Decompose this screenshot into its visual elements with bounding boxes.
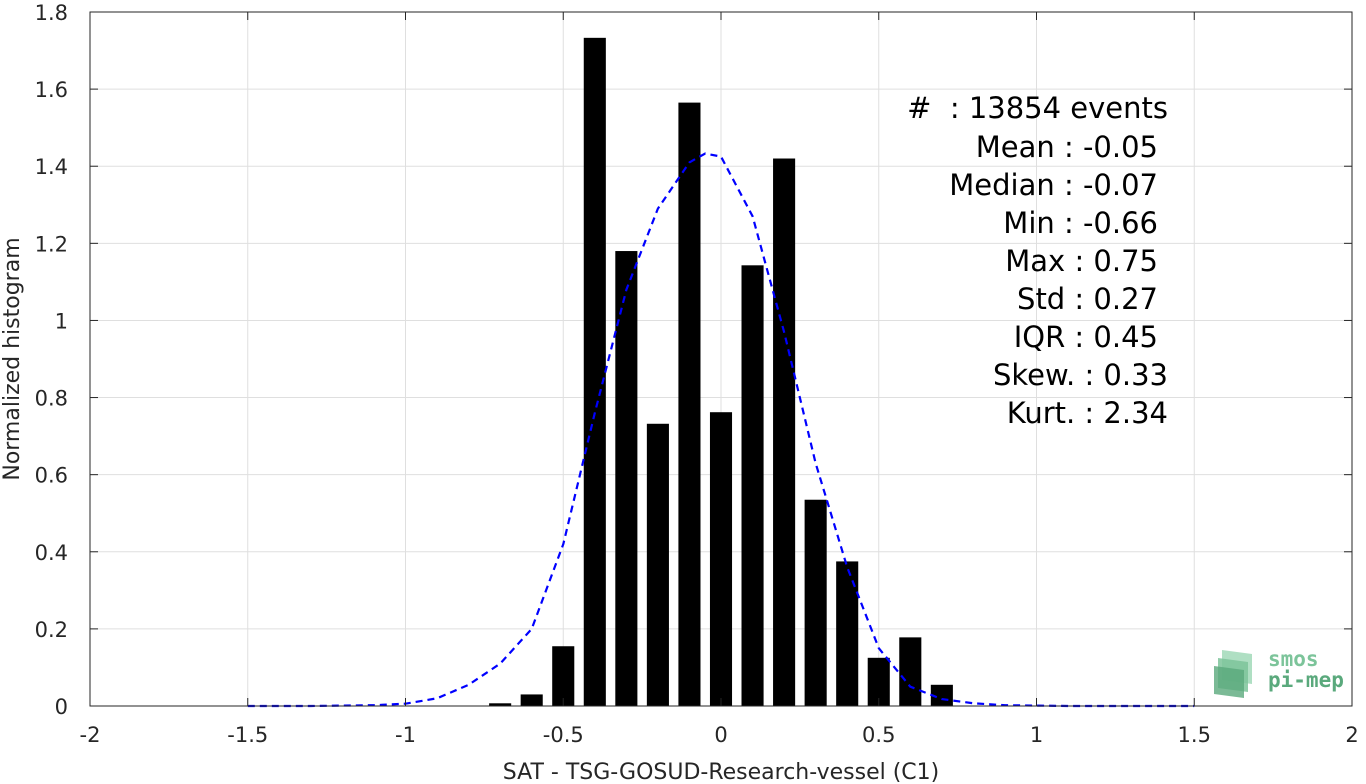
histogram-bar xyxy=(899,637,922,706)
stat-min: Min : -0.66 xyxy=(1003,206,1158,240)
y-tick-label: 1.4 xyxy=(35,155,68,179)
stat-iqr: IQR : 0.45 xyxy=(1014,320,1158,354)
stat-median: Median : -0.07 xyxy=(949,168,1158,202)
logo-graphic-icon xyxy=(1214,650,1252,698)
y-tick-label: 0.6 xyxy=(35,464,68,488)
histogram-bar xyxy=(836,561,859,706)
x-tick-label: -1 xyxy=(395,723,416,747)
y-axis-label: Normalized histogram xyxy=(0,237,25,480)
x-tick-label: 1 xyxy=(1030,723,1043,747)
y-tick-label: 1.8 xyxy=(35,1,68,25)
histogram-bar xyxy=(709,412,733,706)
x-tick-label: -0.5 xyxy=(543,723,584,747)
histogram-bar xyxy=(773,158,796,706)
stat-std: Std : 0.27 xyxy=(1017,282,1158,316)
histogram-bar xyxy=(552,646,575,706)
stat-max: Max : 0.75 xyxy=(1005,244,1158,278)
stat-mean: Mean : -0.05 xyxy=(976,130,1158,164)
y-axis-ticks: 0 0.2 0.4 0.6 0.8 1 1.2 1.4 1.6 1.8 xyxy=(35,1,1352,719)
x-tick-label: 0 xyxy=(714,723,727,747)
x-axis-label: SAT - TSG-GOSUD-Research-vessel (C1) xyxy=(503,760,940,784)
x-tick-label: 2 xyxy=(1345,723,1358,747)
histogram-bar xyxy=(646,423,669,706)
smos-pimep-logo: smos pi-mep xyxy=(1214,644,1354,700)
y-tick-label: 0.4 xyxy=(35,541,68,565)
histogram-bar xyxy=(678,102,701,707)
x-tick-label: -2 xyxy=(80,723,101,747)
histogram-bar xyxy=(615,251,638,707)
y-tick-label: 1.2 xyxy=(35,232,68,256)
statistics-block: # : 13854 events Mean : -0.05 Median : -… xyxy=(907,91,1168,430)
x-tick-label: -1.5 xyxy=(227,723,268,747)
histogram-bar xyxy=(583,37,606,707)
y-tick-label: 0.2 xyxy=(35,618,68,642)
histogram-bar xyxy=(520,694,543,706)
histogram-bar xyxy=(804,499,827,706)
logo-text-smos: smos xyxy=(1268,647,1319,671)
y-tick-label: 1.6 xyxy=(35,78,68,102)
x-tick-label: 0.5 xyxy=(862,723,895,747)
x-axis-ticks: -2 -1.5 -1 -0.5 0 0.5 1 1.5 2 xyxy=(80,12,1359,747)
histogram-bar xyxy=(867,657,890,706)
x-tick-label: 1.5 xyxy=(1178,723,1211,747)
y-tick-label: 1 xyxy=(55,309,68,333)
stat-kurt: Kurt. : 2.34 xyxy=(1007,396,1168,430)
stat-events: # : 13854 events xyxy=(907,91,1168,125)
logo-text-pimep: pi-mep xyxy=(1268,668,1344,692)
y-tick-label: 0 xyxy=(55,695,68,719)
histogram-bar xyxy=(489,703,512,706)
histogram-bar xyxy=(741,265,764,706)
y-tick-label: 0.8 xyxy=(35,387,68,411)
stat-skew: Skew. : 0.33 xyxy=(993,358,1168,392)
histogram-bars xyxy=(489,37,953,707)
